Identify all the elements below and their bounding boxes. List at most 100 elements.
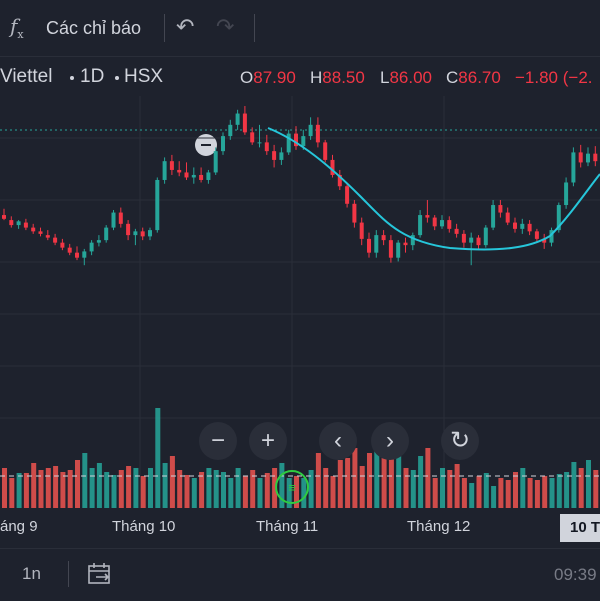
candle-body (118, 212, 123, 224)
candle-body (410, 235, 415, 246)
legend-separator-dot (70, 76, 74, 80)
volume-bar (454, 464, 460, 508)
volume-bar (162, 463, 168, 508)
zoom-in-button[interactable]: + (249, 422, 287, 460)
candle-body (381, 235, 386, 241)
undo-icon[interactable]: ↶ (176, 14, 195, 39)
time-axis-label: Tháng 12 (407, 518, 471, 535)
volume-bar (578, 468, 584, 508)
volume-bar (111, 475, 117, 508)
volume-bar (264, 473, 270, 508)
candle-body (549, 230, 554, 243)
volume-bar (549, 478, 555, 508)
volume-bar (169, 456, 175, 508)
candle-body (323, 142, 328, 160)
fx-icon[interactable]: fx (10, 14, 24, 41)
candle-body (111, 212, 116, 228)
candle-body (564, 182, 569, 206)
candle-body (286, 133, 291, 153)
volume-bar (206, 468, 212, 508)
candle-body (491, 205, 496, 228)
volume-bar (520, 468, 526, 508)
volume-bar (571, 462, 577, 508)
candle-body (155, 179, 160, 231)
candle-body (82, 251, 87, 258)
top-toolbar: fx Các chỉ báo ↶ ↷ (0, 0, 600, 57)
volume-bar (491, 486, 497, 508)
candle-body (345, 186, 350, 204)
volume-bar (367, 453, 372, 508)
bottom-toolbar: 1n 09:39 (0, 548, 600, 601)
candle-body (133, 231, 138, 236)
candle-body (330, 159, 335, 175)
volume-series (2, 408, 599, 508)
reset-chart-button[interactable]: ↻ (441, 422, 479, 460)
scroll-left-button[interactable]: ‹ (319, 422, 357, 460)
candle-body (242, 113, 247, 133)
zoom-out-button[interactable]: − (199, 422, 237, 460)
candle-body (505, 212, 510, 223)
timeframe[interactable]: 1D (80, 66, 105, 87)
volume-bar (191, 478, 197, 508)
candle-body (396, 242, 401, 258)
volume-bar (60, 472, 66, 508)
volume-bar (337, 460, 343, 508)
candle-body (67, 247, 72, 253)
volume-bar (476, 476, 482, 508)
volume-bar (498, 478, 504, 508)
collapse-legend-button[interactable] (195, 134, 217, 156)
candle-body (272, 151, 277, 160)
exchange: HSX (124, 66, 164, 87)
time-axis[interactable]: áng 9 Tháng 10 Tháng 11 Tháng 12 10 T (0, 508, 600, 544)
volume-bar (330, 476, 336, 508)
candle-body (556, 205, 561, 231)
volume-bar (82, 453, 88, 508)
volume-bar (213, 470, 219, 508)
candle-body (279, 152, 284, 160)
candle-body (53, 237, 58, 243)
indicators-button[interactable]: Các chỉ báo (46, 18, 142, 38)
volume-bar (75, 460, 80, 508)
scroll-right-button[interactable]: › (371, 422, 409, 460)
event-marker-glyph: ≡ (288, 480, 296, 495)
volume-bar (418, 456, 424, 508)
candle-body (454, 228, 459, 234)
symbol-name[interactable]: Viettel (0, 66, 53, 87)
volume-bar (301, 478, 307, 508)
volume-bar (126, 466, 132, 508)
candle-body (527, 223, 532, 232)
candle-body (308, 124, 313, 137)
volume-bar (556, 474, 562, 508)
ohlc-open: O87.90 (240, 68, 296, 87)
redo-icon[interactable]: ↷ (216, 14, 235, 39)
volume-bar (67, 470, 73, 508)
volume-bar (155, 408, 161, 508)
range-1y-button[interactable]: 1n (22, 564, 41, 583)
volume-bar (133, 468, 139, 508)
volume-bar (221, 472, 226, 508)
candle-body (513, 222, 517, 229)
candle-body (586, 153, 590, 163)
candle-body (16, 221, 21, 226)
candle-body (75, 252, 79, 258)
candle-body (440, 220, 444, 227)
ohlc-low: L86.00 (380, 68, 433, 87)
candle-body (461, 233, 466, 243)
price-chart[interactable]: ≡ (0, 96, 600, 508)
volume-bar (250, 470, 256, 508)
calendar-goto-icon[interactable] (86, 561, 114, 587)
volume-bar (279, 463, 285, 508)
volume-bar (403, 468, 409, 508)
candle-body (257, 142, 262, 144)
volume-bar (374, 443, 380, 508)
candle-body (184, 172, 189, 178)
volume-bar (272, 468, 278, 508)
volume-bar (323, 468, 329, 508)
candlestick-series (2, 106, 598, 266)
volume-bar (228, 478, 234, 508)
time-axis-label: áng 9 (0, 518, 38, 535)
candle-body (9, 220, 14, 226)
candle-body (235, 113, 240, 125)
toolbar-divider (68, 561, 69, 587)
candle-body (367, 238, 371, 253)
